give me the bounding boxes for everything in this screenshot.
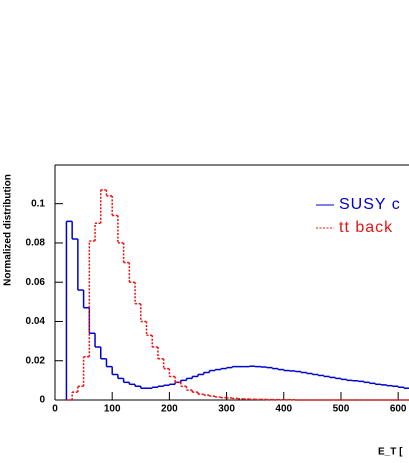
x-tick-label: 300 xyxy=(218,404,235,415)
x-tick-label: 200 xyxy=(161,404,178,415)
y-tick-label: 0.06 xyxy=(26,277,46,288)
x-tick-label: 600 xyxy=(390,404,407,415)
legend-label: SUSY c xyxy=(339,196,401,213)
x-tick-label: 100 xyxy=(104,404,121,415)
y-tick-label: 0 xyxy=(39,395,45,406)
y-tick-label: 0.04 xyxy=(26,316,46,327)
y-tick-label: 0.08 xyxy=(26,238,46,249)
y-tick-label: 0.1 xyxy=(31,198,45,209)
legend-label: tt back xyxy=(339,219,393,236)
y-axis-title: Normalized distribution xyxy=(3,174,14,286)
x-tick-label: 0 xyxy=(52,404,58,415)
x-tick-label: 500 xyxy=(333,404,350,415)
x-tick-label: 400 xyxy=(275,404,292,415)
y-tick-label: 0.02 xyxy=(26,355,46,366)
x-axis-title: E_T [ xyxy=(378,447,403,458)
